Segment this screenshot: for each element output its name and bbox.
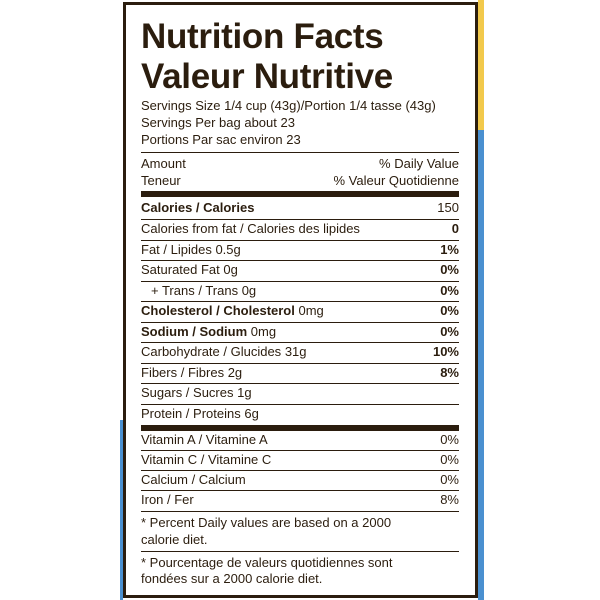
nutrient-value: 0% [440,324,459,339]
rule [141,511,459,512]
label-box [123,2,478,598]
amount-header: Amount [141,156,186,171]
rule [141,363,459,364]
footnote: * Pourcentage de valeurs quotidiennes so… [141,555,393,570]
nutrient-amount: 0g [223,262,238,277]
column-header: Teneur % Valeur Quotidienne [141,173,459,189]
rule-thick [141,425,459,431]
nutrient-name: Calories / Calories [141,200,255,215]
nutrient-row: Fat / Lipides 0.5g 1% [141,242,459,258]
nutrient-amount: 0.5g [215,242,241,257]
nutrient-name: Protein / Proteins [141,406,241,421]
dv-header: % Valeur Quotidienne [333,173,459,188]
nutrient-amount: 0mg [298,303,324,318]
rule [141,260,459,261]
rule [141,470,459,471]
nutrient-name-group: Saturated Fat 0g [141,262,238,278]
rule [141,490,459,491]
nutrient-value: 10% [432,344,459,359]
nutrient-row: Sugars / Sucres 1g [141,385,459,401]
rule [141,322,459,323]
nutrient-name: Calories from fat / Calories des lipides [141,221,360,236]
nutrient-amount: 31g [284,344,307,359]
nutrient-row: Fibers / Fibres 2g 8% [141,365,459,381]
background-strip [478,0,484,130]
amount-header: Teneur [141,173,181,188]
background-strip [478,130,484,600]
rule [141,281,459,282]
title-fr: Valeur Nutritive [141,57,393,96]
serving-line: Servings Per bag about 23 [141,115,295,130]
nutrient-name: Sodium / Sodium [141,324,248,339]
rule [141,450,459,451]
nutrient-row: Cholesterol / Cholesterol 0mg 0% [141,303,459,319]
rule [141,152,459,153]
rule [141,240,459,241]
nutrient-row: Carbohydrate / Glucides 31g 10% [141,344,459,360]
footnote: fondées sur a 2000 calorie diet. [141,571,323,586]
nutrient-amount: 6g [244,406,259,421]
nutrient-row: Sodium / Sodium 0mg 0% [141,324,459,340]
nutrient-value: 150 [437,200,459,215]
nutrient-name-group: Sugars / Sucres 1g [141,385,252,401]
vitamin-name: Vitamin C / Vitamine C [141,452,272,467]
rule [141,219,459,220]
nutrient-name-group: Carbohydrate / Glucides 31g [141,344,307,360]
nutrient-name: Fat / Lipides [141,242,212,257]
vitamin-name: Vitamin A / Vitamine A [141,432,268,447]
nutrient-row: + Trans / Trans 0g 0% [141,283,459,299]
background-strip [120,420,123,600]
nutrient-row: Calories / Calories 150 [141,200,459,216]
rule [141,383,459,384]
nutrient-name: Saturated Fat [141,262,220,277]
nutrient-name: Fibers / Fibres [141,365,225,380]
rule [141,342,459,343]
rule-thick [141,191,459,197]
nutrient-name: Sugars / Sucres [141,385,234,400]
nutrient-value: 0% [440,303,459,318]
nutrient-value: 0 [451,221,459,236]
vitamin-row: Vitamin A / Vitamine A 0% [141,432,459,448]
nutrient-row: Calories from fat / Calories des lipides… [141,221,459,237]
nutrient-name: Cholesterol / Cholesterol [141,303,295,318]
vitamin-row: Calcium / Calcium 0% [141,472,459,488]
nutrient-name-group: Sodium / Sodium 0mg [141,324,276,340]
nutrient-name-group: Cholesterol / Cholesterol 0mg [141,303,324,319]
vitamin-value: 8% [440,492,459,507]
rule [141,551,459,552]
dv-header: % Daily Value [379,156,459,171]
nutrient-row: Saturated Fat 0g 0% [141,262,459,278]
nutrient-name: + Trans / Trans [151,283,239,298]
rule [141,404,459,405]
column-header: Amount % Daily Value [141,156,459,172]
vitamin-row: Iron / Fer 8% [141,492,459,508]
nutrient-value: 0% [440,262,459,277]
nutrient-amount: 0mg [250,324,277,339]
nutrient-name-group: Protein / Proteins 6g [141,406,259,422]
nutrient-amount: 2g [227,365,243,380]
vitamin-name: Calcium / Calcium [141,472,246,487]
nutrient-amount: 0g [241,283,257,298]
vitamin-value: 0% [440,432,459,447]
vitamin-value: 0% [440,452,459,467]
nutrient-amount: 1g [237,385,252,400]
nutrient-value: 8% [440,365,459,380]
nutrient-name-group: Fat / Lipides 0.5g [141,242,241,258]
serving-line: Portions Par sac environ 23 [141,132,301,147]
nutrient-row: Protein / Proteins 6g [141,406,459,422]
serving-line: Servings Size 1/4 cup (43g)/Portion 1/4 … [141,98,436,113]
nutrient-name-group: + Trans / Trans 0g [141,283,256,299]
rule [141,301,459,302]
vitamin-value: 0% [440,472,459,487]
nutrient-name: Carbohydrate / Glucides [141,344,282,359]
nutrient-value: 1% [440,242,459,257]
nutrient-value: 0% [440,283,459,298]
footnote: calorie diet. [141,532,208,547]
nutrient-name-group: Fibers / Fibres 2g [141,365,242,381]
vitamin-name: Iron / Fer [141,492,194,507]
vitamin-row: Vitamin C / Vitamine C 0% [141,452,459,468]
title: Nutrition Facts [141,17,384,56]
footnote: * Percent Daily values are based on a 20… [141,515,392,530]
